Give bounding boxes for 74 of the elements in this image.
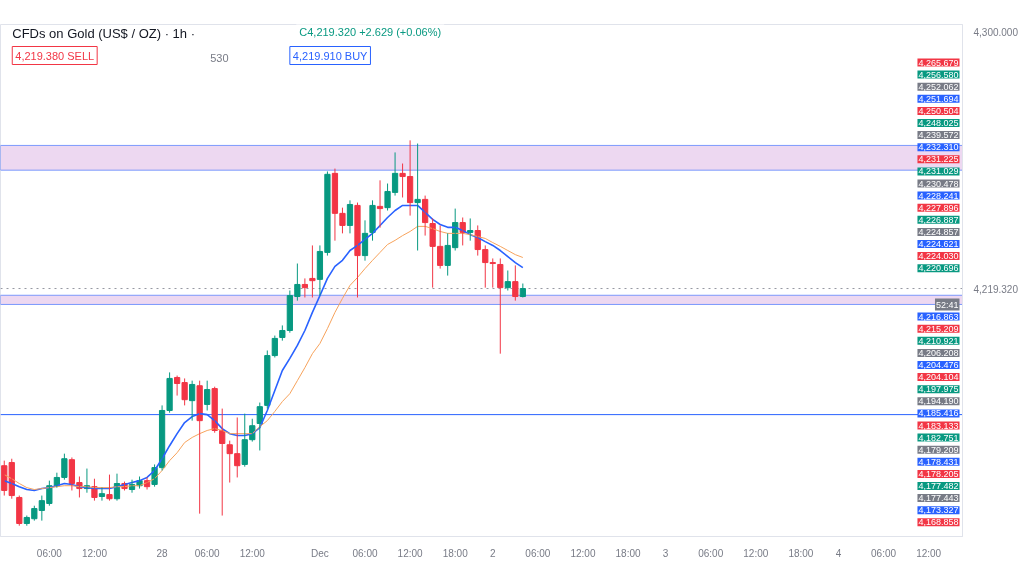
candlestick — [497, 257, 504, 355]
x-tick-label: 12:00 — [81, 547, 108, 559]
x-tick-label: 12:00 — [239, 547, 266, 559]
x-tick-label: 06:00 — [871, 547, 897, 559]
y-tick-label: 4,300.000 — [973, 27, 1019, 39]
y-tick-label: 4,219.320 — [973, 283, 1019, 295]
candlestick — [354, 202, 361, 298]
x-tick-label: 18:00 — [615, 547, 642, 559]
x-tick-label: 12:00 — [397, 547, 424, 559]
annotation: 4,224.030 — [918, 251, 959, 262]
x-tick-label: 18:00 — [788, 547, 814, 559]
annotation: 4,251.694 — [918, 93, 959, 104]
x-tick-label: 12:00 — [916, 547, 942, 559]
x-tick-label: 2 — [489, 547, 496, 559]
x-tick-label: Dec — [311, 547, 329, 559]
annotation: 4,210.921 — [918, 335, 959, 346]
x-tick-label: 06:00 — [36, 547, 63, 559]
annotation: 4,206.208 — [918, 347, 959, 358]
x-tick-label: 06:00 — [525, 547, 551, 559]
annotation: 4,177.443 — [918, 493, 959, 504]
candlestick — [512, 264, 519, 302]
annotation: 4,173.327 — [918, 505, 959, 516]
annotation: 4,231.225 — [918, 154, 959, 165]
candlestick — [414, 143, 421, 251]
x-tick-label: 18:00 — [442, 547, 469, 559]
annotation: 4,182.751 — [918, 432, 959, 443]
annotation: 4,168.858 — [918, 517, 959, 528]
annotation: 4,250.504 — [918, 105, 959, 116]
annotation: C4,219.320 +2.629 (+0.06%) — [299, 25, 442, 38]
annotation: 4,204.104 — [918, 372, 959, 383]
x-tick-label: 12:00 — [570, 547, 596, 559]
x-tick-label: 12:00 — [743, 547, 769, 559]
annotation: 4,204.476 — [918, 360, 959, 370]
annotation: 4,177.482 — [918, 481, 959, 491]
candlestick — [309, 244, 316, 298]
x-tick-label: 06:00 — [194, 547, 221, 559]
candlestick — [369, 199, 376, 242]
annotation: 4,248.025 — [918, 118, 959, 128]
annotation: 4,231.029 — [918, 166, 959, 177]
annotation: 4,224.857 — [918, 226, 959, 237]
annotation: 4,215.209 — [918, 323, 959, 334]
annotation: 4,239.572 — [918, 130, 959, 141]
annotation: 4,252.062 — [918, 81, 959, 92]
annotation: 4,194.190 — [918, 396, 959, 407]
x-tick-label: 28 — [156, 547, 169, 559]
annotation: 4,232.310 — [918, 142, 959, 153]
x-tick-label: 06:00 — [352, 547, 378, 559]
candlestick — [106, 474, 113, 502]
candlestick — [467, 217, 474, 242]
chart-title: CFDs on Gold (US$ / OZ) · 1h · — [12, 25, 196, 41]
candlestick — [16, 495, 23, 527]
annotation: 52:41 — [935, 299, 959, 310]
annotation: 4,179.209 — [918, 444, 959, 455]
candlestick — [196, 380, 203, 515]
x-tick-label: 3 — [662, 547, 669, 559]
x-tick-label: 06:00 — [698, 547, 724, 559]
annotation: 4,178.431 — [918, 456, 959, 467]
annotation: 4,219.380 SELL — [15, 49, 95, 62]
annotation: 4,226.887 — [918, 214, 959, 225]
x-tick-label: 4 — [835, 547, 842, 559]
annotation: 4,227.896 — [918, 202, 959, 213]
annotation: 4,219.910 BUY — [292, 49, 369, 62]
annotation: 4,197.975 — [918, 384, 959, 395]
annotation: 4,230.478 — [918, 178, 959, 189]
annotation: 4,220.696 — [918, 263, 959, 274]
annotation: 4,178.205 — [918, 468, 959, 479]
annotation: 4,256.580 — [918, 69, 959, 80]
annotation: 4,185.416 — [918, 408, 959, 419]
annotation: 4,228.241 — [918, 190, 959, 201]
annotation: 4,216.863 — [918, 311, 959, 322]
annotation: 4,224.621 — [918, 239, 959, 249]
annotation: 4,265.679 — [918, 57, 959, 68]
annotation: 530 — [210, 51, 229, 64]
annotation: 4,183.133 — [918, 420, 959, 431]
